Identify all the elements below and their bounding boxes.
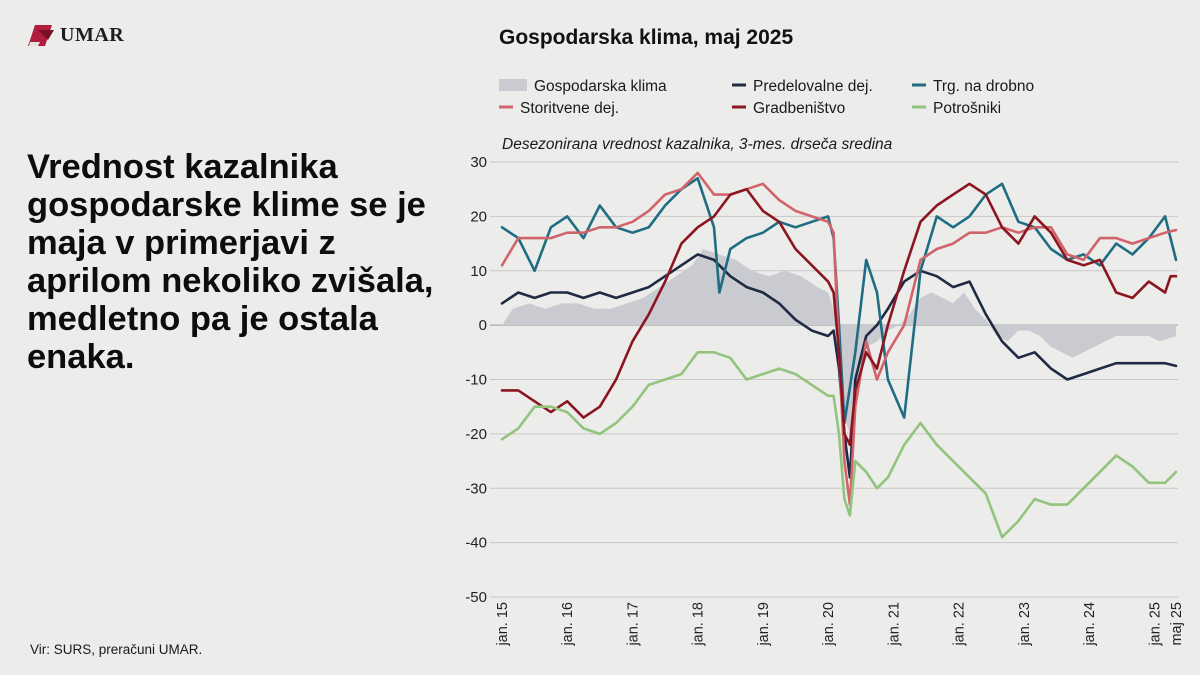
x-tick-label: jan. 22 <box>952 602 968 647</box>
source-note: Vir: SURS, preračuni UMAR. <box>30 642 203 657</box>
y-tick-label: -50 <box>465 589 487 606</box>
series-line-4 <box>500 182 1178 447</box>
y-tick-label: 0 <box>479 317 487 334</box>
legend-label: Potrošniki <box>933 100 1001 117</box>
y-tick-label: -20 <box>465 426 487 443</box>
x-tick-label: jan. 15 <box>495 602 511 647</box>
x-tick-label: jan. 19 <box>756 602 772 647</box>
y-tick-label: 10 <box>470 263 487 280</box>
x-tick-label: maj 25 <box>1169 602 1185 646</box>
y-tick-label: 20 <box>470 208 487 225</box>
legend-label: Storitvene dej. <box>520 100 619 117</box>
series-line-3 <box>500 171 1178 506</box>
series-line-2 <box>500 177 1178 425</box>
y-tick-label: -10 <box>465 372 487 389</box>
x-tick-label: jan. 16 <box>560 602 576 647</box>
x-tick-label: jan. 21 <box>886 602 902 647</box>
chart-subtitle: Desezonirana vrednost kazalnika, 3-mes. … <box>502 136 893 153</box>
x-tick-label: jan. 23 <box>1017 602 1033 647</box>
legend-label: Trg. na drobno <box>933 78 1034 95</box>
x-tick-label: jan. 24 <box>1082 602 1098 647</box>
y-tick-label: 30 <box>470 154 487 171</box>
umar-logo-mark <box>28 25 54 46</box>
legend-label: Predelovalne dej. <box>753 78 873 95</box>
chart-title: Gospodarska klima, maj 2025 <box>499 26 794 49</box>
legend-label: Gospodarska klima <box>534 78 667 95</box>
umar-logo: UMAR <box>26 22 124 48</box>
legend-swatch <box>499 79 527 91</box>
series-line-5 <box>500 350 1178 539</box>
legend-label: Gradbeništvo <box>753 100 845 117</box>
logo-text: UMAR <box>60 23 125 46</box>
x-tick-label: jan. 20 <box>821 602 837 647</box>
x-tick-label: jan. 25 <box>1147 602 1163 647</box>
y-tick-label: -30 <box>465 480 487 497</box>
y-tick-label: -40 <box>465 535 487 552</box>
x-tick-label: jan. 18 <box>691 602 707 647</box>
headline: Vrednost kazalnika gospodarske klime se … <box>27 148 434 376</box>
x-tick-label: jan. 17 <box>625 602 641 647</box>
